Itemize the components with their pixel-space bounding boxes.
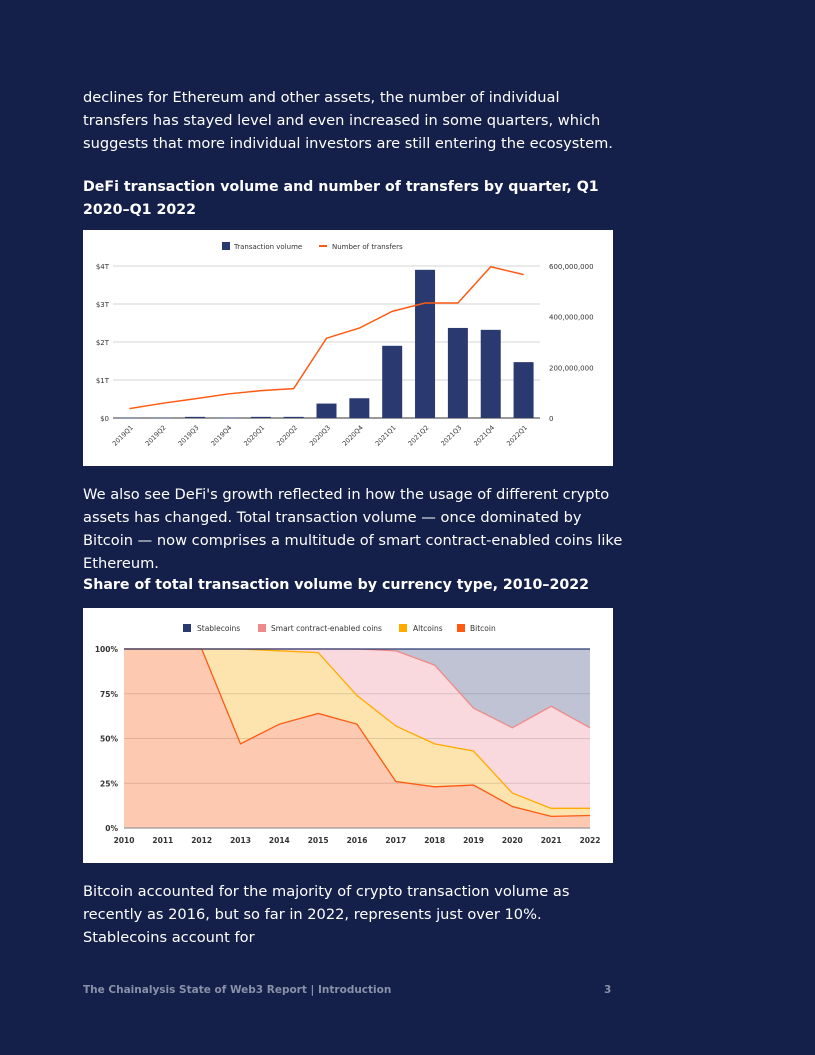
x-axis-tick: 2020Q4 [341,424,365,448]
bar-2019Q3 [185,416,206,418]
page-number: 3 [604,984,612,996]
x-axis-tick: 2019Q2 [144,424,168,448]
right-axis-tick: 400,000,000 [549,314,594,322]
x-axis-tick: 2013 [230,836,251,845]
bar-2020Q4 [349,398,370,418]
legend-label-volume: Transaction volume [233,243,302,251]
x-axis-tick: 2021Q2 [407,424,431,448]
x-axis-tick: 2019Q1 [111,424,135,448]
legend-label: Smart contract-enabled coins [271,624,382,633]
legend-label-transfers: Number of transfers [332,243,403,251]
left-axis-tick: $2T [96,339,110,347]
legend-label: Altcoins [413,624,443,633]
y-axis-tick: 0% [105,824,118,833]
bar-2021Q4 [480,329,501,418]
x-axis-tick: 2010 [114,836,135,845]
x-axis-tick: 2020Q1 [242,424,266,448]
chart2-title: Share of total transaction volume by cur… [83,577,589,593]
bar-2021Q1 [382,345,403,418]
left-axis-tick: $1T [96,377,110,385]
x-axis-tick: 2012 [191,836,212,845]
x-axis-tick: 2020 [502,836,523,845]
x-axis-tick: 2021 [541,836,562,845]
legend-label: Bitcoin [470,624,496,633]
x-axis-tick: 2016 [347,836,368,845]
x-axis-tick: 2021Q4 [472,424,496,448]
x-axis-tick: 2020Q2 [275,424,299,448]
left-axis-tick: $3T [96,301,110,309]
legend-swatch-volume [222,242,230,250]
paragraph-bitcoin: Bitcoin accounted for the majority of cr… [83,883,570,946]
x-axis-tick: 2019Q4 [209,424,233,448]
bar-2019Q4 [217,417,238,419]
paragraph-defi-growth: We also see DeFi's growth reflected in h… [83,486,623,572]
transfers-line [129,265,524,410]
bar-2021Q3 [447,327,468,418]
x-axis-tick: 2019Q3 [177,424,201,448]
bar-2020Q1 [250,416,271,418]
right-axis-tick: 600,000,000 [549,263,594,271]
legend-swatch [399,624,407,632]
x-axis-tick: 2021Q3 [439,424,463,448]
y-axis-tick: 75% [100,690,118,699]
bar-2020Q2 [283,416,304,418]
x-axis-tick: 2021Q1 [374,424,398,448]
legend-label: Stablecoins [197,624,240,633]
bar-2019Q1 [119,417,140,419]
bar-2022Q1 [513,362,534,418]
paragraph-intro: declines for Ethereum and other assets, … [83,89,613,152]
bar-2019Q2 [152,417,173,419]
x-axis-tick: 2017 [385,836,406,845]
x-axis-tick: 2011 [152,836,173,845]
defi-volume-chart: $0 $1T $2T $3T $4T 0 200,000,000 400,000,000 600… [83,230,613,466]
footer-text: The Chainalysis State of Web3 Report | I… [83,984,392,996]
currency-share-chart: 0% 25% 50% 75% 100% 2010 2011 2012 2013 2014 2015 2… [83,608,613,863]
area-altcoins [124,649,590,817]
x-axis-tick: 2014 [269,836,290,845]
left-axis-tick: $0 [100,415,109,423]
y-axis-tick: 50% [100,735,118,744]
bar-2020Q3 [316,403,337,418]
right-axis-tick: 0 [549,415,553,423]
legend-swatch [457,624,465,632]
left-axis-tick: $4T [96,263,110,271]
area-bitcoin [124,649,590,828]
area-smart-contract-enabled-coins [124,649,590,809]
x-axis-tick: 2018 [424,836,445,845]
legend-swatch [183,624,191,632]
x-axis-tick: 2022Q1 [505,424,529,448]
x-axis-tick: 2020Q3 [308,424,332,448]
y-axis-tick: 100% [95,645,119,654]
legend-swatch [258,624,266,632]
y-axis-tick: 25% [100,779,118,788]
x-axis-tick: 2019 [463,836,484,845]
x-axis-tick: 2022 [580,836,601,845]
chart1-title: DeFi transaction volume and number of tr… [83,179,599,218]
bar-2021Q2 [415,269,436,418]
area-stablecoins [124,649,590,728]
x-axis-tick: 2015 [308,836,329,845]
right-axis-tick: 200,000,000 [549,364,594,372]
